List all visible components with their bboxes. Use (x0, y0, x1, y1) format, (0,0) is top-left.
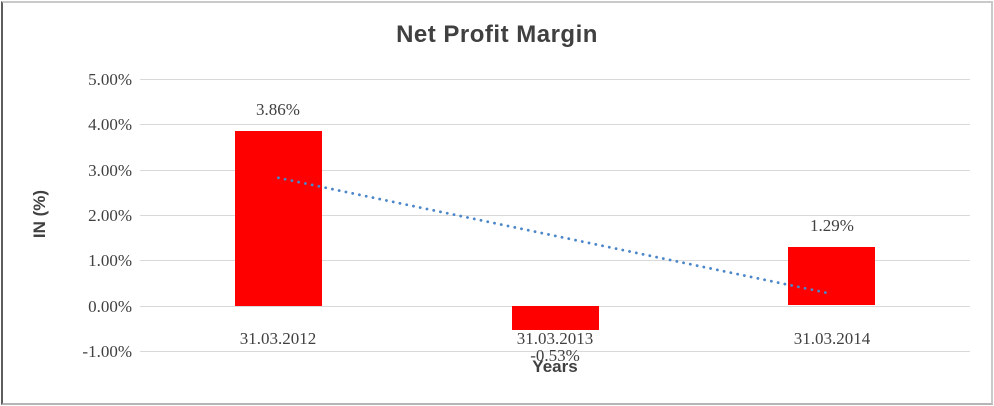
y-tick-label: 3.00% (88, 161, 132, 180)
category-label: 31.03.2012 (239, 329, 317, 348)
data-label: -0.53% (530, 346, 580, 365)
data-label: 3.86% (256, 100, 300, 119)
y-tick-label: 2.00% (88, 206, 132, 225)
bar (512, 306, 599, 330)
trendline (276, 176, 834, 296)
y-tick-label: -1.00% (82, 342, 132, 361)
chart-title: Net Profit Margin (396, 21, 598, 48)
bar (788, 247, 875, 305)
gridline (140, 170, 970, 171)
y-tick-label: 1.00% (88, 251, 132, 270)
y-tick-label: 0.00% (88, 297, 132, 316)
category-label: 31.03.2013 (516, 329, 594, 348)
x-axis-title: Years (532, 357, 578, 376)
y-tick-label: 4.00% (88, 115, 132, 134)
gridline (140, 79, 970, 80)
bar (235, 131, 322, 306)
category-label: 31.03.2014 (793, 329, 871, 348)
gridline (140, 351, 970, 352)
data-label: 1.29% (810, 216, 854, 235)
y-tick-label: 5.00% (88, 70, 132, 89)
gridline (140, 124, 970, 125)
